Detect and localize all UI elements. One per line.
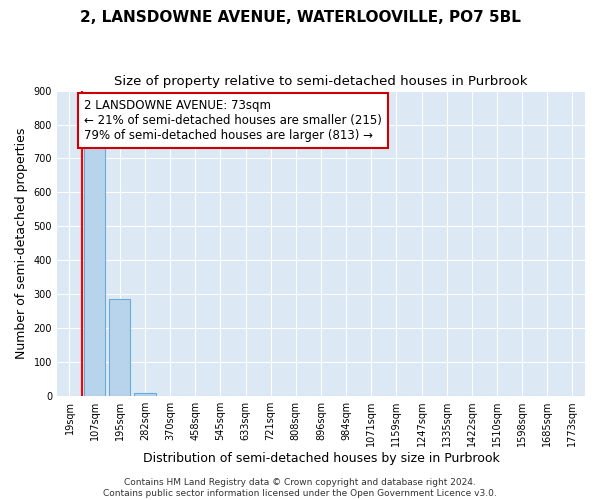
Bar [134,392,155,396]
Y-axis label: Number of semi-detached properties: Number of semi-detached properties [15,128,28,359]
Bar [84,142,106,396]
X-axis label: Distribution of semi-detached houses by size in Purbrook: Distribution of semi-detached houses by … [143,452,499,465]
Title: Size of property relative to semi-detached houses in Purbrook: Size of property relative to semi-detach… [114,75,528,88]
Text: 2 LANSDOWNE AVENUE: 73sqm
← 21% of semi-detached houses are smaller (215)
79% of: 2 LANSDOWNE AVENUE: 73sqm ← 21% of semi-… [84,99,382,142]
Text: 2, LANSDOWNE AVENUE, WATERLOOVILLE, PO7 5BL: 2, LANSDOWNE AVENUE, WATERLOOVILLE, PO7 … [80,10,520,25]
Bar [109,300,130,396]
Text: Contains HM Land Registry data © Crown copyright and database right 2024.
Contai: Contains HM Land Registry data © Crown c… [103,478,497,498]
